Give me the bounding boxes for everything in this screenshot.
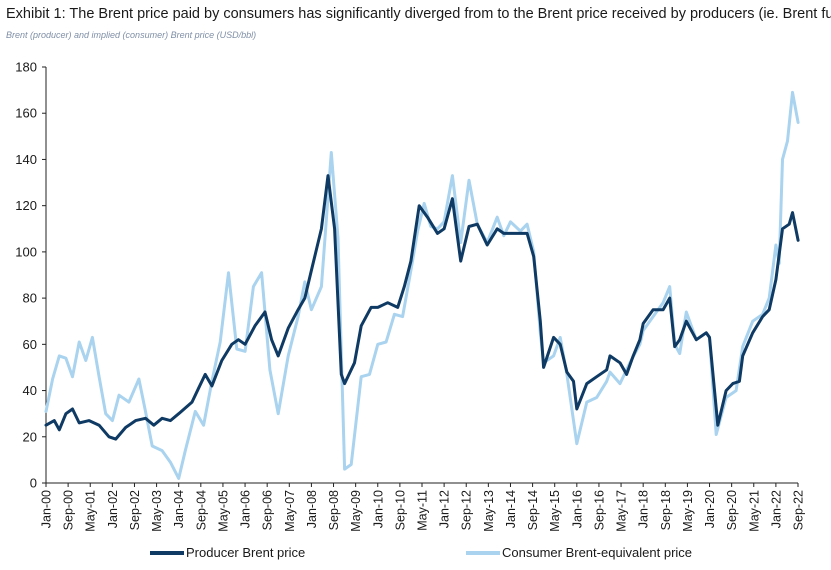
x-tick-label: May-09 xyxy=(349,490,363,532)
x-tick-label: May-17 xyxy=(615,490,629,532)
x-tick-label: Jan-22 xyxy=(769,490,783,528)
chart-title: Exhibit 1: The Brent price paid by consu… xyxy=(6,6,831,22)
x-tick-label: Sep-18 xyxy=(659,490,673,530)
y-tick-label: 80 xyxy=(23,291,37,306)
x-tick-label: Sep-16 xyxy=(592,490,606,530)
chart-subtitle: Brent (producer) and implied (consumer) … xyxy=(6,30,257,40)
legend-producer-swatch xyxy=(150,550,184,555)
x-tick-label: Jan-14 xyxy=(504,490,518,528)
y-tick-label: 120 xyxy=(15,198,37,213)
y-tick-label: 160 xyxy=(15,106,37,121)
x-tick-label: Jan-16 xyxy=(570,490,584,528)
x-tick-label: May-13 xyxy=(482,490,496,532)
x-tick-label: Jan-00 xyxy=(40,490,54,528)
x-tick-label: May-05 xyxy=(216,490,230,532)
x-tick-label: Jan-08 xyxy=(305,490,319,528)
y-tick-label: 180 xyxy=(15,60,37,75)
x-tick-label: Jan-02 xyxy=(106,490,120,528)
x-tick-label: Jan-04 xyxy=(172,490,186,528)
legend-consumer-label: Consumer Brent-equivalent price xyxy=(502,545,693,560)
x-tick-label: May-19 xyxy=(681,490,695,532)
x-tick-label: Sep-10 xyxy=(393,490,407,530)
x-tick-label: May-21 xyxy=(747,490,761,532)
y-tick-label: 100 xyxy=(15,244,37,259)
x-tick-label: Sep-04 xyxy=(194,490,208,530)
x-tick-label: Sep-00 xyxy=(62,490,76,530)
x-tick-label: May-11 xyxy=(416,490,430,531)
x-tick-label: Jan-20 xyxy=(703,490,717,528)
x-tick-label: Sep-06 xyxy=(261,490,275,530)
x-tick-label: Sep-12 xyxy=(460,490,474,530)
y-tick-label: 40 xyxy=(23,383,37,398)
x-tick-label: Jan-12 xyxy=(438,490,452,528)
x-tick-label: Jan-18 xyxy=(637,490,651,528)
y-tick-label: 60 xyxy=(23,337,37,352)
legend-consumer: Consumer Brent-equivalent price xyxy=(466,545,692,560)
y-tick-label: 140 xyxy=(15,152,37,167)
legend-producer-label: Producer Brent price xyxy=(186,545,306,560)
series-producer-line xyxy=(44,174,800,441)
x-tick-label: Jan-10 xyxy=(371,490,385,528)
x-tick-label: Sep-02 xyxy=(128,490,142,530)
legend-producer: Producer Brent price xyxy=(150,545,305,560)
legend-consumer-swatch xyxy=(466,550,500,555)
x-tick-label: Sep-08 xyxy=(327,490,341,530)
x-tick-label: Sep-20 xyxy=(725,490,739,530)
x-tick-label: Jan-06 xyxy=(239,490,253,528)
x-tick-label: May-03 xyxy=(150,490,164,532)
x-tick-label: May-01 xyxy=(84,490,98,532)
y-tick-label: 20 xyxy=(23,429,37,444)
x-tick-label: May-07 xyxy=(283,490,297,532)
x-tick-label: May-15 xyxy=(548,490,562,532)
y-tick-label: 0 xyxy=(30,476,37,491)
x-tick-label: Sep-14 xyxy=(526,490,540,530)
x-tick-label: Sep-22 xyxy=(792,490,806,530)
